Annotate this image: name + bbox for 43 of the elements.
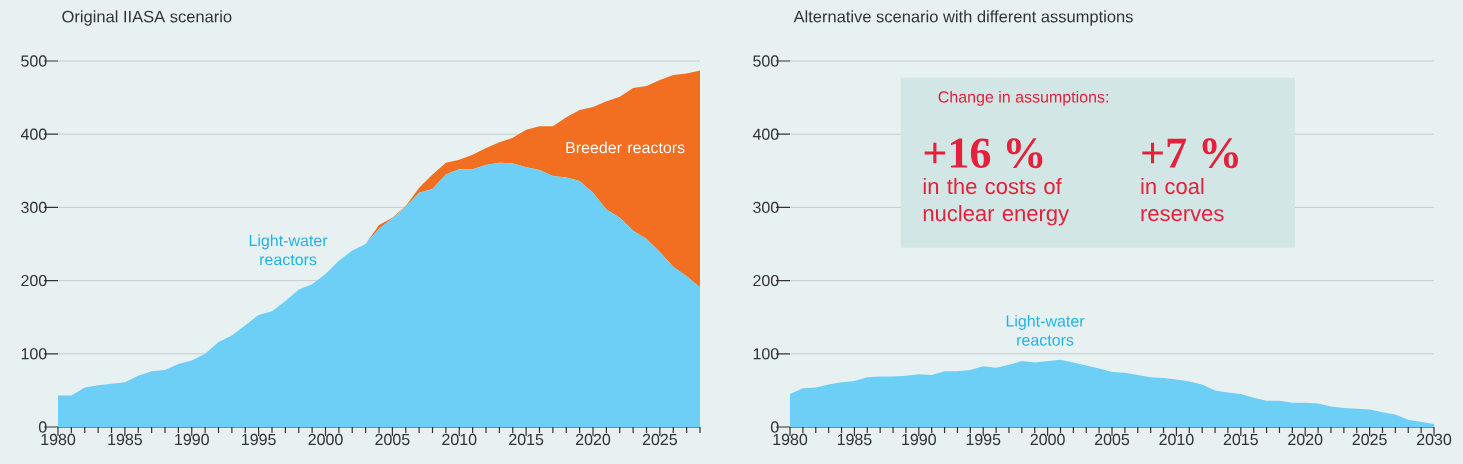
x-tick-label: 2005 <box>375 433 410 446</box>
x-tick-label: 2000 <box>308 433 343 446</box>
x-tick-label: 1985 <box>108 433 142 446</box>
x-tick-label: 2020 <box>576 433 611 446</box>
annotation: in the costs of nuclear energy <box>923 177 1070 226</box>
y-tick-label: 400 <box>752 128 779 140</box>
annotation: in coal reserves <box>1141 177 1224 222</box>
x-tick-label: 2000 <box>1030 433 1065 446</box>
x-tick-label: 1980 <box>773 433 808 446</box>
x-tick-label: 1995 <box>242 433 276 446</box>
x-tick-label: 1990 <box>902 433 936 446</box>
y-tick-label: 500 <box>753 55 779 67</box>
x-tick-label: 2015 <box>509 433 544 446</box>
x-tick-label: 2010 <box>1159 433 1194 446</box>
y-tick-label: 300 <box>753 201 779 214</box>
x-tick-label: 1980 <box>41 433 76 446</box>
x-tick-label: 2025 <box>1352 433 1387 446</box>
x-tick-label: 2020 <box>1288 433 1323 446</box>
chart-title: Alternative scenario with different assumptions <box>793 10 1133 26</box>
x-tick-label: 1990 <box>175 433 209 446</box>
y-tick-label: 0 <box>770 421 779 433</box>
series-label: Breeder reactors <box>566 141 685 154</box>
x-tick-label: 1995 <box>966 433 1001 446</box>
x-tick-label: 1985 <box>837 433 872 446</box>
y-tick-label: 100 <box>21 348 47 360</box>
annotation: Change in assumptions: <box>938 90 1108 106</box>
x-tick-label: 2005 <box>1095 433 1130 446</box>
x-tick-label: 2010 <box>442 433 477 446</box>
y-tick-label: 200 <box>21 274 47 287</box>
annotation: +7 % <box>1142 138 1238 169</box>
y-tick-label: 500 <box>21 55 47 67</box>
x-tick-label: 2025 <box>642 433 677 446</box>
y-tick-label: 400 <box>20 128 47 140</box>
y-tick-label: 100 <box>753 348 779 360</box>
series-label: Light-water reactors <box>1006 315 1085 346</box>
y-tick-label: 0 <box>38 421 47 433</box>
series-label: Light-water reactors <box>249 234 328 266</box>
y-tick-label: 300 <box>21 201 47 214</box>
y-tick-label: 200 <box>753 274 779 287</box>
chart-title: Original IIASA scenario <box>62 10 232 26</box>
x-tick-label: 2015 <box>1223 433 1258 446</box>
annotation: +16 % <box>924 138 1043 169</box>
x-tick-label: 2030 <box>1417 433 1452 446</box>
